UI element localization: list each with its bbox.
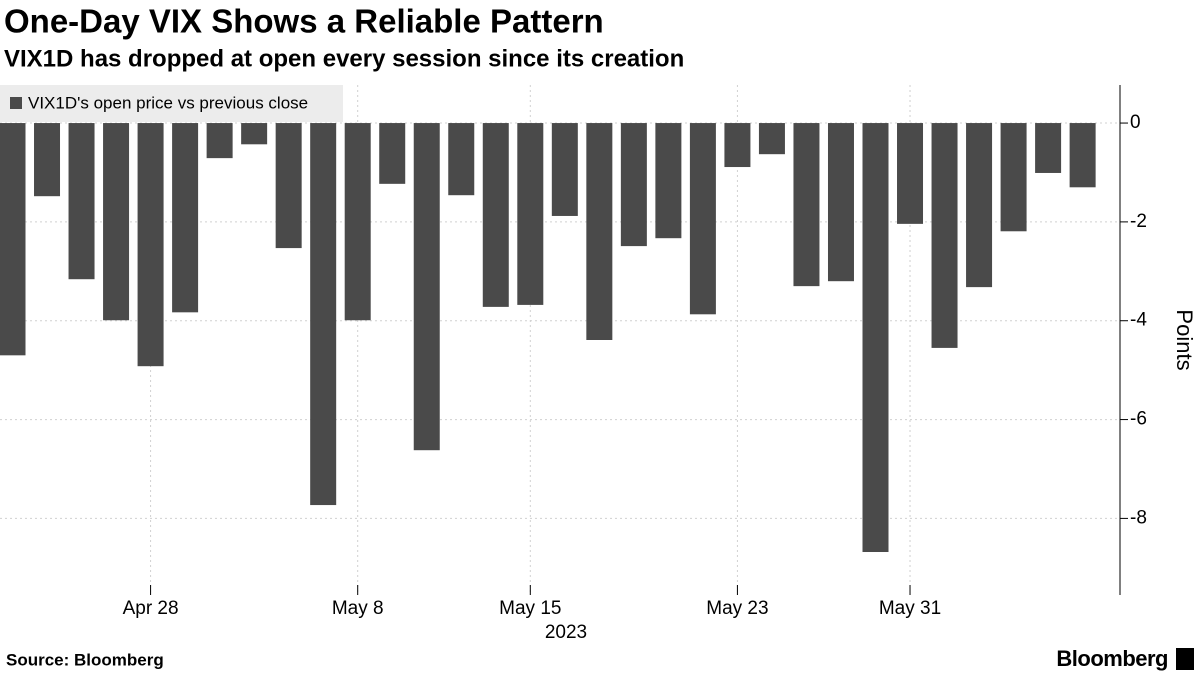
bar <box>1069 123 1096 188</box>
bar <box>310 123 337 506</box>
bar <box>137 123 164 367</box>
bar <box>413 123 440 451</box>
bar <box>793 123 820 287</box>
bar <box>379 123 406 184</box>
bar <box>0 123 26 356</box>
bar <box>103 123 130 321</box>
bar <box>897 123 924 224</box>
bar <box>655 123 682 239</box>
bar <box>862 123 889 553</box>
bar <box>689 123 716 315</box>
bar <box>172 123 199 313</box>
x-tick-label: May 15 <box>499 598 561 619</box>
bar <box>517 123 544 305</box>
bar <box>586 123 613 340</box>
bar <box>724 123 751 168</box>
legend-box <box>0 85 343 122</box>
bar <box>344 123 371 321</box>
y-tick-label: 0 <box>1130 112 1141 133</box>
bar <box>1000 123 1027 232</box>
bar <box>448 123 475 196</box>
bar <box>551 123 578 216</box>
chart-title: One-Day VIX Shows a Reliable Pattern <box>4 3 604 40</box>
bar <box>275 123 302 249</box>
bar <box>620 123 647 247</box>
legend-label: VIX1D's open price vs previous close <box>28 93 308 112</box>
x-tick-label: May 23 <box>706 598 768 619</box>
brand-logo: Bloomberg <box>1056 646 1168 671</box>
bar <box>1035 123 1062 173</box>
y-tick-label: -8 <box>1130 507 1147 528</box>
bar <box>482 123 509 307</box>
bar <box>758 123 785 155</box>
y-tick-label: -4 <box>1130 310 1147 331</box>
chart-subtitle: VIX1D has dropped at open every session … <box>4 45 684 72</box>
y-tick-label: -2 <box>1130 211 1147 232</box>
source: Source: Bloomberg <box>6 650 164 669</box>
bar <box>68 123 95 280</box>
bar <box>827 123 854 282</box>
x-tick-label: May 8 <box>332 598 384 619</box>
x-axis-annotation: 2023 <box>545 622 587 643</box>
x-tick-label: May 31 <box>879 598 941 619</box>
bar <box>241 123 268 145</box>
x-tick-label: Apr 28 <box>123 598 179 619</box>
bar <box>931 123 958 348</box>
bar <box>966 123 993 288</box>
y-tick-label: -6 <box>1130 409 1147 430</box>
legend-swatch <box>10 97 22 109</box>
bar <box>206 123 233 159</box>
brand-icon <box>1176 648 1194 670</box>
bar <box>34 123 61 197</box>
y-axis-label: Points <box>1172 309 1197 370</box>
